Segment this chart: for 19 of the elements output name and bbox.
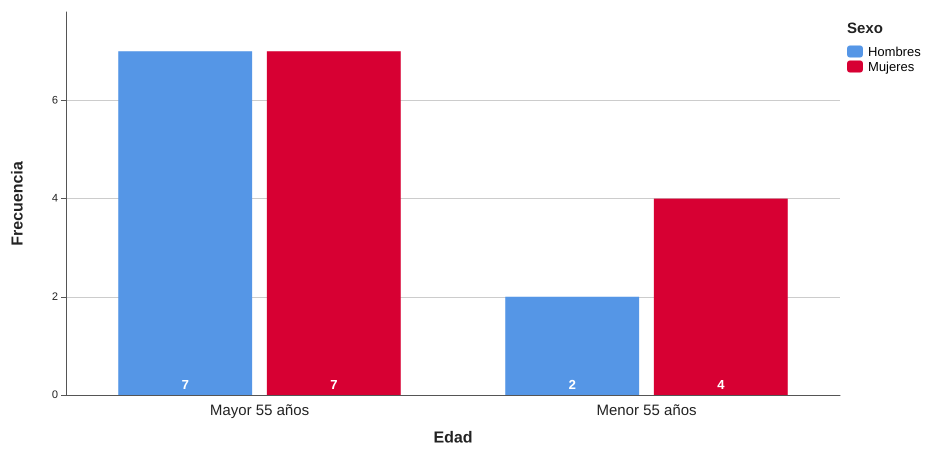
y-axis-title: Frecuencia (10, 161, 26, 246)
data-label: 7 (330, 377, 338, 392)
data-label: 2 (568, 377, 576, 392)
x-axis-title: Edad (433, 430, 473, 446)
data-label: 7 (182, 377, 189, 392)
legend-title: Sexo (847, 20, 883, 37)
bar (118, 51, 252, 395)
y-tick-label: 2 (52, 290, 58, 303)
legend-label: Mujeres (868, 59, 915, 74)
legend-label: Hombres (868, 44, 922, 59)
data-label: 4 (717, 377, 726, 392)
bar (266, 51, 401, 395)
y-tick-label: 4 (52, 192, 58, 205)
bar (505, 296, 640, 395)
bar (654, 198, 788, 395)
y-tick-label: 0 (52, 389, 58, 401)
x-tick-label: Mayor 55 años (210, 402, 310, 419)
x-tick-label: Menor 55 años (596, 402, 697, 419)
y-tick-label: 6 (52, 94, 58, 106)
